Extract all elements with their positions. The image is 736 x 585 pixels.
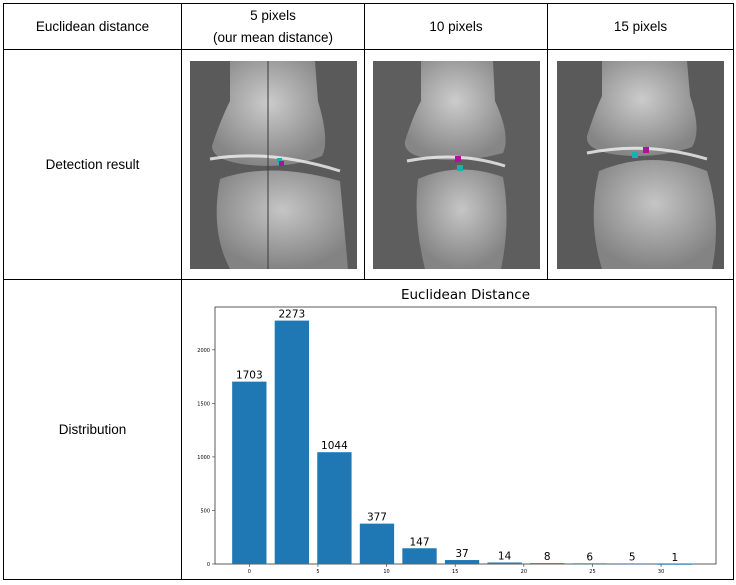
x-tick-label: 25 [589, 569, 595, 575]
x-tick-label: 20 [521, 569, 527, 575]
y-tick-label: 500 [200, 508, 210, 514]
bar-9-12 [359, 523, 395, 564]
bar-value-label: 5 [629, 551, 636, 563]
bar-12-15 [402, 547, 437, 564]
results-table: Euclidean distance 5 pixels (our mean di… [3, 3, 734, 580]
header-15px: 15 pixels [547, 3, 734, 50]
y-tick-label: 1500 [197, 401, 210, 407]
bar-3-6 [274, 320, 310, 564]
bar-value-label: 377 [367, 511, 387, 523]
xray-cell-10px [364, 49, 548, 280]
bar-value-label: 147 [409, 536, 429, 548]
bar-24-27 [572, 562, 607, 564]
chart-wrap: Euclidean Distance 1703 2273 1044 377 147 37 14… [183, 281, 731, 579]
bar-value-label: 2273 [278, 308, 305, 320]
x-tick-label: 15 [452, 569, 458, 575]
euclidean-distance-chart: Euclidean Distance 1703 2273 1044 377 147 37 14… [197, 287, 717, 575]
chart-cell: Euclidean Distance 1703 2273 1044 377 147 37 14… [181, 279, 734, 580]
distribution-label: Distribution [3, 279, 182, 580]
detection-label: Detection result [3, 49, 182, 280]
y-tick-label: 1000 [197, 454, 210, 460]
xray-cell-15px [547, 49, 734, 280]
bar-value-label: 37 [455, 548, 468, 560]
bar-value-label: 6 [586, 551, 593, 563]
bar-value-label: 1044 [321, 440, 348, 452]
x-tick-label: 5 [316, 569, 319, 575]
xray-image-15px [557, 60, 724, 269]
distribution-row: Distribution Euclidean Distance 1703 2273 1… [3, 279, 734, 580]
xray-cell-5px [181, 49, 365, 280]
bar-18-21 [487, 562, 522, 564]
bar-21-24 [530, 562, 565, 564]
header-metric: Euclidean distance [3, 3, 182, 50]
header-10px: 10 pixels [364, 3, 548, 50]
bar-value-label: 8 [544, 551, 551, 563]
y-tick-label: 0 [207, 562, 210, 568]
y-tick-label: 2000 [197, 347, 210, 353]
bar-0-3 [232, 381, 267, 564]
chart-title: Euclidean Distance [401, 287, 530, 303]
bar-value-label: 14 [498, 550, 512, 562]
bar-value-label: 1703 [236, 369, 263, 381]
xray-image-10px [372, 60, 540, 269]
header-row: Euclidean distance 5 pixels (our mean di… [3, 3, 734, 50]
x-tick-label: 10 [383, 569, 389, 575]
header-5px-line2: (our mean distance) [212, 29, 334, 45]
xray-image-5px [189, 60, 357, 269]
header-5px: 5 pixels (our mean distance) [181, 3, 365, 50]
bar-value-label: 1 [671, 551, 678, 563]
x-tick-label: 0 [248, 569, 251, 575]
x-tick-label: 30 [658, 569, 664, 575]
detection-row: Detection result [3, 49, 734, 280]
bar-15-18 [444, 559, 480, 564]
header-5px-line1: 5 pixels [250, 7, 296, 23]
bar-6-9 [317, 451, 352, 564]
bar-30-33 [657, 563, 692, 565]
bar-27-30 [615, 562, 650, 564]
